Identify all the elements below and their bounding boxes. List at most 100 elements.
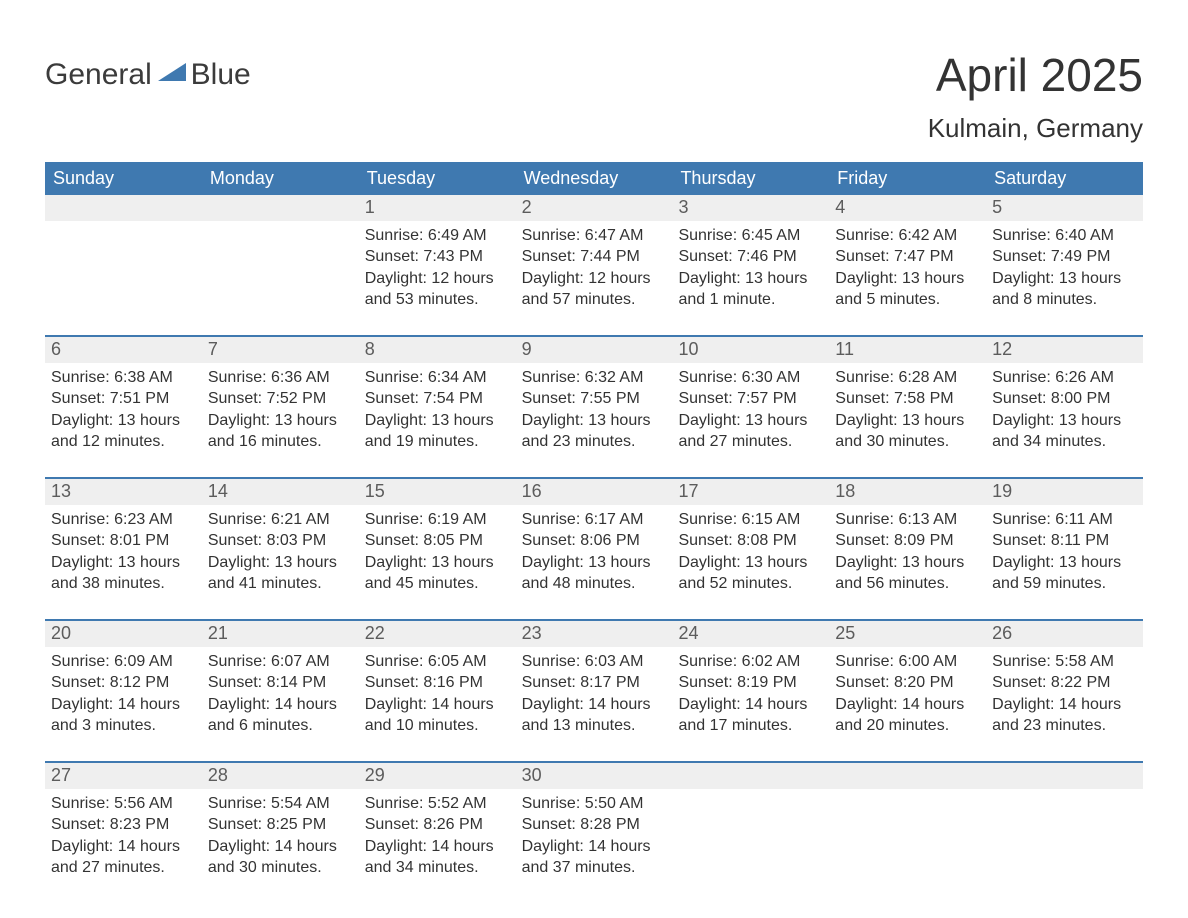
day-number: 7: [202, 337, 359, 363]
location-label: Kulmain, Germany: [928, 113, 1143, 144]
sunset-text: Sunset: 8:28 PM: [522, 814, 667, 836]
sunrise-text: Sunrise: 6:34 AM: [365, 367, 510, 389]
week-row: 1Sunrise: 6:49 AMSunset: 7:43 PMDaylight…: [45, 195, 1143, 317]
day-body: Sunrise: 6:42 AMSunset: 7:47 PMDaylight:…: [829, 221, 986, 317]
daylight-text: Daylight: 13 hours and 34 minutes.: [992, 410, 1137, 453]
day-body: Sunrise: 6:02 AMSunset: 8:19 PMDaylight:…: [672, 647, 829, 743]
daylight-text: Daylight: 12 hours and 57 minutes.: [522, 268, 667, 311]
daylight-text: Daylight: 13 hours and 59 minutes.: [992, 552, 1137, 595]
sunset-text: Sunset: 8:01 PM: [51, 530, 196, 552]
day-cell: [986, 763, 1143, 885]
day-number: 29: [359, 763, 516, 789]
sunrise-text: Sunrise: 6:49 AM: [365, 225, 510, 247]
sunset-text: Sunset: 7:55 PM: [522, 388, 667, 410]
day-cell: 4Sunrise: 6:42 AMSunset: 7:47 PMDaylight…: [829, 195, 986, 317]
sunrise-text: Sunrise: 6:00 AM: [835, 651, 980, 673]
day-body: Sunrise: 6:03 AMSunset: 8:17 PMDaylight:…: [516, 647, 673, 743]
sunrise-text: Sunrise: 6:32 AM: [522, 367, 667, 389]
day-number: 1: [359, 195, 516, 221]
sunrise-text: Sunrise: 6:40 AM: [992, 225, 1137, 247]
day-body: Sunrise: 6:36 AMSunset: 7:52 PMDaylight:…: [202, 363, 359, 459]
day-number: 6: [45, 337, 202, 363]
sunset-text: Sunset: 8:22 PM: [992, 672, 1137, 694]
day-body: Sunrise: 5:50 AMSunset: 8:28 PMDaylight:…: [516, 789, 673, 885]
day-cell: 25Sunrise: 6:00 AMSunset: 8:20 PMDayligh…: [829, 621, 986, 743]
sunset-text: Sunset: 8:12 PM: [51, 672, 196, 694]
day-cell: 15Sunrise: 6:19 AMSunset: 8:05 PMDayligh…: [359, 479, 516, 601]
daylight-text: Daylight: 14 hours and 6 minutes.: [208, 694, 353, 737]
day-number: [986, 763, 1143, 789]
day-number: [672, 763, 829, 789]
day-cell: 1 Sunrise: 6:49 AMSunset: 7:43 PMDaylight…: [359, 195, 516, 317]
day-number: 5: [986, 195, 1143, 221]
day-cell: 16Sunrise: 6:17 AMSunset: 8:06 PMDayligh…: [516, 479, 673, 601]
weekday-header: Thursday: [672, 162, 829, 195]
day-number: 28: [202, 763, 359, 789]
daylight-text: Daylight: 12 hours and 53 minutes.: [365, 268, 510, 311]
day-body: Sunrise: 6:47 AMSunset: 7:44 PMDaylight:…: [516, 221, 673, 317]
daylight-text: Daylight: 13 hours and 16 minutes.: [208, 410, 353, 453]
daylight-text: Daylight: 13 hours and 27 minutes.: [678, 410, 823, 453]
day-number: 17: [672, 479, 829, 505]
day-number: 30: [516, 763, 673, 789]
day-body: Sunrise: 6:15 AMSunset: 8:08 PMDaylight:…: [672, 505, 829, 601]
day-body: Sunrise: 6:38 AMSunset: 7:51 PMDaylight:…: [45, 363, 202, 459]
day-body: Sunrise: 6:28 AMSunset: 7:58 PMDaylight:…: [829, 363, 986, 459]
day-number: [829, 763, 986, 789]
day-cell: 9Sunrise: 6:32 AMSunset: 7:55 PMDaylight…: [516, 337, 673, 459]
sunset-text: Sunset: 8:11 PM: [992, 530, 1137, 552]
week-row: 27Sunrise: 5:56 AMSunset: 8:23 PMDayligh…: [45, 761, 1143, 885]
daylight-text: Daylight: 13 hours and 45 minutes.: [365, 552, 510, 595]
day-number: 16: [516, 479, 673, 505]
day-cell: 8Sunrise: 6:34 AMSunset: 7:54 PMDaylight…: [359, 337, 516, 459]
day-body: Sunrise: 6:11 AMSunset: 8:11 PMDaylight:…: [986, 505, 1143, 601]
sunrise-text: Sunrise: 5:54 AM: [208, 793, 353, 815]
sunrise-text: Sunrise: 5:58 AM: [992, 651, 1137, 673]
daylight-text: Daylight: 14 hours and 3 minutes.: [51, 694, 196, 737]
day-body: [672, 789, 829, 885]
sunrise-text: Sunrise: 6:26 AM: [992, 367, 1137, 389]
day-cell: 30Sunrise: 5:50 AMSunset: 8:28 PMDayligh…: [516, 763, 673, 885]
sunset-text: Sunset: 7:44 PM: [522, 246, 667, 268]
sunrise-text: Sunrise: 6:09 AM: [51, 651, 196, 673]
day-cell: 13Sunrise: 6:23 AMSunset: 8:01 PMDayligh…: [45, 479, 202, 601]
day-body: Sunrise: 5:56 AMSunset: 8:23 PMDaylight:…: [45, 789, 202, 885]
day-body: Sunrise: 6:40 AMSunset: 7:49 PMDaylight:…: [986, 221, 1143, 317]
daylight-text: Daylight: 13 hours and 19 minutes.: [365, 410, 510, 453]
day-number: 12: [986, 337, 1143, 363]
day-cell: [672, 763, 829, 885]
sunrise-text: Sunrise: 6:30 AM: [678, 367, 823, 389]
weekday-header: Sunday: [45, 162, 202, 195]
sunset-text: Sunset: 8:23 PM: [51, 814, 196, 836]
sunset-text: Sunset: 7:47 PM: [835, 246, 980, 268]
daylight-text: Daylight: 14 hours and 20 minutes.: [835, 694, 980, 737]
day-cell: 29Sunrise: 5:52 AMSunset: 8:26 PMDayligh…: [359, 763, 516, 885]
sunrise-text: Sunrise: 6:03 AM: [522, 651, 667, 673]
daylight-text: Daylight: 13 hours and 5 minutes.: [835, 268, 980, 311]
sunrise-text: Sunrise: 5:52 AM: [365, 793, 510, 815]
sunset-text: Sunset: 8:16 PM: [365, 672, 510, 694]
logo-word2: Blue: [191, 58, 251, 91]
day-cell: 28Sunrise: 5:54 AMSunset: 8:25 PMDayligh…: [202, 763, 359, 885]
sunset-text: Sunset: 8:05 PM: [365, 530, 510, 552]
day-cell: 12 Sunrise: 6:26 AMSunset: 8:00 PMDayligh…: [986, 337, 1143, 459]
day-body: [45, 221, 202, 317]
daylight-text: Daylight: 14 hours and 37 minutes.: [522, 836, 667, 879]
day-number: [202, 195, 359, 221]
calendar: Sunday Monday Tuesday Wednesday Thursday…: [45, 162, 1143, 885]
day-number: 3: [672, 195, 829, 221]
day-body: Sunrise: 6:00 AMSunset: 8:20 PMDaylight:…: [829, 647, 986, 743]
day-body: Sunrise: 6:45 AMSunset: 7:46 PMDaylight:…: [672, 221, 829, 317]
daylight-text: Daylight: 13 hours and 12 minutes.: [51, 410, 196, 453]
day-cell: 7Sunrise: 6:36 AMSunset: 7:52 PMDaylight…: [202, 337, 359, 459]
sunset-text: Sunset: 7:58 PM: [835, 388, 980, 410]
sunset-text: Sunset: 8:00 PM: [992, 388, 1137, 410]
day-body: Sunrise: 6:13 AMSunset: 8:09 PMDaylight:…: [829, 505, 986, 601]
sunrise-text: Sunrise: 6:21 AM: [208, 509, 353, 531]
sunset-text: Sunset: 7:43 PM: [365, 246, 510, 268]
day-number: 14: [202, 479, 359, 505]
sunrise-text: Sunrise: 6:07 AM: [208, 651, 353, 673]
day-body: Sunrise: 6:32 AMSunset: 7:55 PMDaylight:…: [516, 363, 673, 459]
sunset-text: Sunset: 7:51 PM: [51, 388, 196, 410]
daylight-text: Daylight: 13 hours and 23 minutes.: [522, 410, 667, 453]
